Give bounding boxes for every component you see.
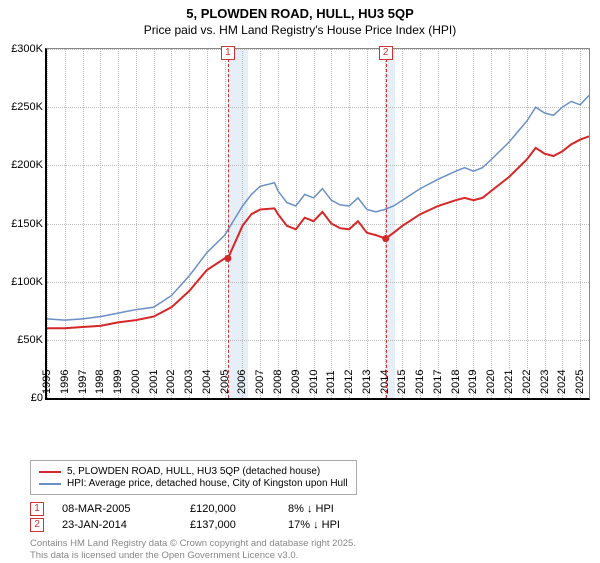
x-tick-label: 2003 — [183, 370, 195, 398]
y-tick-label: £50K — [17, 334, 47, 346]
sale-delta-2: 17% ↓ HPI — [288, 519, 340, 531]
legend-box: 5, PLOWDEN ROAD, HULL, HU3 5QP (detached… — [30, 460, 357, 495]
legend-swatch-price — [39, 471, 61, 473]
y-tick-label: £300K — [11, 43, 47, 55]
legend-label-price: 5, PLOWDEN ROAD, HULL, HU3 5QP (detached… — [67, 466, 320, 477]
x-tick-label: 2001 — [148, 370, 160, 398]
x-tick-label: 2007 — [254, 370, 266, 398]
x-tick-label: 2021 — [503, 370, 515, 398]
marker-label: 1 — [221, 46, 235, 60]
x-tick-label: 2000 — [130, 370, 142, 398]
x-tick-label: 2016 — [414, 370, 426, 398]
marker-label: 2 — [379, 46, 393, 60]
x-tick-label: 2004 — [201, 370, 213, 398]
sale-row-1: 1 08-MAR-2005 £120,000 8% ↓ HPI — [30, 502, 590, 516]
x-tick-label: 2020 — [485, 370, 497, 398]
sale-price-1: £120,000 — [190, 503, 270, 515]
sale-price-2: £137,000 — [190, 519, 270, 531]
x-tick-label: 2006 — [236, 370, 248, 398]
x-tick-label: 2019 — [467, 370, 479, 398]
x-tick-label: 1998 — [94, 370, 106, 398]
copyright-line2: This data is licensed under the Open Gov… — [30, 550, 590, 562]
x-tick-label: 2017 — [432, 370, 444, 398]
x-tick-label: 2015 — [396, 370, 408, 398]
line-svg — [47, 49, 589, 398]
x-tick-label: 2025 — [574, 370, 586, 398]
legend-label-hpi: HPI: Average price, detached house, City… — [67, 478, 348, 489]
sale-delta-1: 8% ↓ HPI — [288, 503, 334, 515]
sale-marker-2: 2 — [30, 518, 44, 532]
x-tick-label: 2022 — [521, 370, 533, 398]
x-tick-label: 1997 — [77, 370, 89, 398]
copyright-line1: Contains HM Land Registry data © Crown c… — [30, 538, 590, 550]
y-tick-label: £250K — [11, 101, 47, 113]
title-address: 5, PLOWDEN ROAD, HULL, HU3 5QP — [0, 6, 600, 21]
x-tick-label: 2018 — [450, 370, 462, 398]
chart-area: £0£50K£100K£150K£200K£250K£300K199519961… — [45, 48, 590, 428]
x-tick-label: 2010 — [308, 370, 320, 398]
sale-marker-1: 1 — [30, 502, 44, 516]
y-tick-label: £200K — [11, 159, 47, 171]
x-tick-label: 2011 — [325, 370, 337, 398]
x-tick-label: 1996 — [59, 370, 71, 398]
x-tick-label: 1999 — [112, 370, 124, 398]
legend-swatch-hpi — [39, 483, 61, 485]
x-tick-label: 2023 — [539, 370, 551, 398]
copyright-text: Contains HM Land Registry data © Crown c… — [30, 538, 590, 563]
chart-title: 5, PLOWDEN ROAD, HULL, HU3 5QP Price pai… — [0, 0, 600, 37]
plot-region: £0£50K£100K£150K£200K£250K£300K199519961… — [45, 48, 590, 400]
sale-date-1: 08-MAR-2005 — [62, 503, 172, 515]
x-tick-label: 2024 — [556, 370, 568, 398]
y-tick-label: £100K — [11, 276, 47, 288]
title-subtitle: Price paid vs. HM Land Registry's House … — [0, 23, 600, 37]
x-tick-label: 2012 — [343, 370, 355, 398]
footer-block: 1 08-MAR-2005 £120,000 8% ↓ HPI 2 23-JAN… — [30, 500, 590, 563]
y-tick-label: £150K — [11, 218, 47, 230]
legend-row-price: 5, PLOWDEN ROAD, HULL, HU3 5QP (detached… — [39, 466, 348, 477]
legend-row-hpi: HPI: Average price, detached house, City… — [39, 478, 348, 489]
sale-date-2: 23-JAN-2014 — [62, 519, 172, 531]
x-tick-label: 1995 — [41, 370, 53, 398]
x-tick-label: 2014 — [379, 370, 391, 398]
x-tick-label: 2002 — [165, 370, 177, 398]
x-tick-label: 2013 — [361, 370, 373, 398]
x-tick-label: 2009 — [290, 370, 302, 398]
x-tick-label: 2008 — [272, 370, 284, 398]
sale-row-2: 2 23-JAN-2014 £137,000 17% ↓ HPI — [30, 518, 590, 532]
x-tick-label: 2005 — [219, 370, 231, 398]
